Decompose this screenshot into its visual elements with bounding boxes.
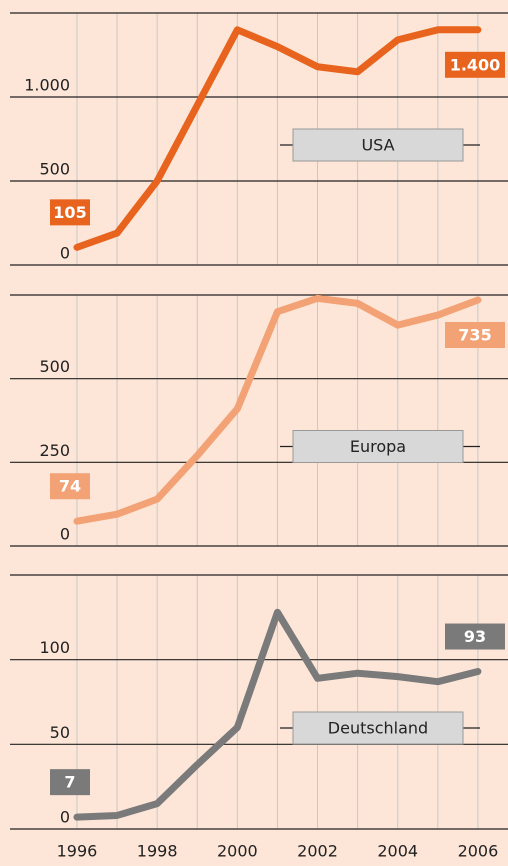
y-tick-label: 0: [60, 525, 70, 544]
y-tick-label: 1.000: [24, 76, 70, 95]
y-tick-label: 0: [60, 808, 70, 827]
data-label-box: [445, 51, 505, 78]
legend-label: Deutschland: [328, 719, 428, 738]
data-label-box: [445, 322, 505, 349]
legend-label: USA: [361, 136, 394, 155]
data-label: 1.400: [450, 55, 501, 74]
x-tick-label: 2006: [458, 842, 499, 861]
legend-box: [292, 430, 464, 463]
x-tick-label: 2002: [297, 842, 338, 861]
panel: [10, 295, 508, 546]
data-label: 735: [458, 326, 491, 345]
legend-box: [292, 711, 464, 745]
x-tick-label: 2000: [217, 842, 258, 861]
data-label: 93: [464, 627, 486, 646]
legend-label: Europa: [350, 437, 406, 456]
y-tick-label: 100: [39, 638, 70, 657]
data-label-box: [50, 769, 90, 796]
y-tick-label: 500: [39, 160, 70, 179]
line: [73, 294, 482, 525]
y-tick-label: 500: [39, 357, 70, 376]
data-label: 105: [53, 203, 86, 222]
panel: [10, 575, 508, 829]
y-tick-label: 50: [50, 723, 70, 742]
legend-box: [292, 128, 464, 162]
data-label-box: [50, 199, 90, 226]
y-tick-label: 0: [60, 244, 70, 263]
data-label: 7: [64, 773, 75, 792]
y-tick-label: 250: [39, 441, 70, 460]
line: [73, 608, 482, 821]
data-label: 74: [59, 477, 81, 496]
x-tick-label: 1996: [57, 842, 98, 861]
x-tick-label: 1998: [137, 842, 178, 861]
x-tick-label: 2004: [377, 842, 418, 861]
line: [73, 26, 482, 251]
data-label-box: [445, 623, 505, 650]
data-label-box: [50, 473, 90, 500]
